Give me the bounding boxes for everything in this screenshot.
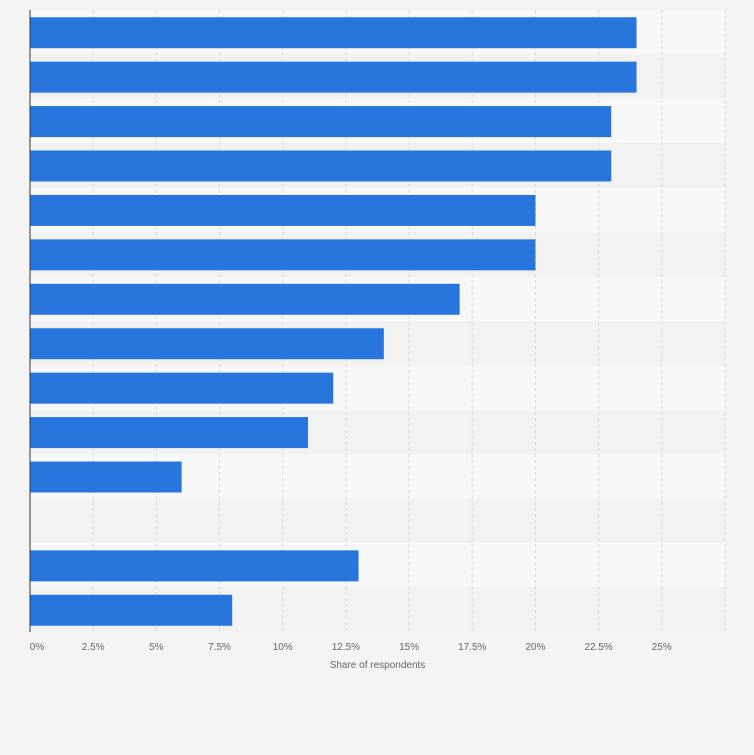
bar-2 (30, 61, 637, 93)
bar-1 (30, 17, 637, 49)
x-axis-ticks: 0% 2.5% 5% 7.5% 10% 12.5% 15% 17.5% 20% 22.5% 25% (30, 642, 672, 653)
bar-4 (30, 150, 612, 182)
bar-5 (30, 194, 536, 226)
bar-13 (30, 550, 359, 582)
x-tick-label: 25% (652, 642, 672, 653)
bar-11 (30, 461, 182, 493)
bar-9 (30, 372, 334, 404)
x-tick-label: 10% (273, 642, 293, 653)
x-tick-label: 5% (149, 642, 164, 653)
bars (30, 17, 637, 626)
bar-10 (30, 417, 308, 449)
bar-8 (30, 328, 384, 360)
row-stripes (30, 10, 725, 632)
x-tick-label: 22.5% (584, 642, 612, 653)
x-tick-label: 0% (30, 642, 45, 653)
bar-14 (30, 594, 233, 626)
row-stripe (30, 498, 725, 544)
bar-7 (30, 283, 460, 315)
bar-6 (30, 239, 536, 271)
x-axis-label: Share of respondents (330, 660, 426, 671)
x-tick-label: 20% (525, 642, 545, 653)
x-tick-label: 15% (399, 642, 419, 653)
x-tick-label: 2.5% (82, 642, 105, 653)
x-tick-label: 17.5% (458, 642, 486, 653)
bar-3 (30, 106, 612, 138)
x-tick-label: 12.5% (332, 642, 360, 653)
x-tick-label: 7.5% (208, 642, 231, 653)
